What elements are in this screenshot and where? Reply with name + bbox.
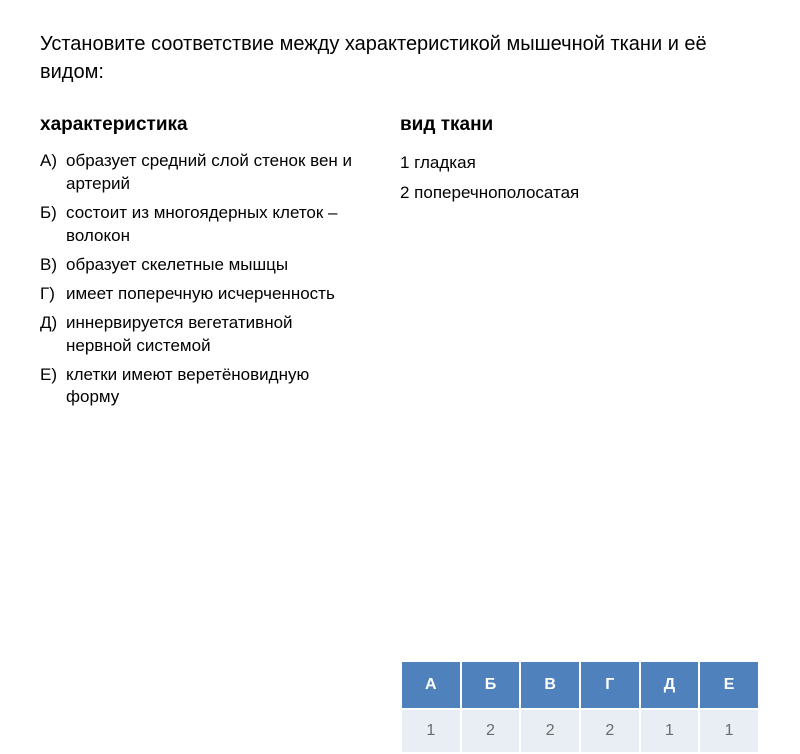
char-label: Е) [40, 364, 66, 410]
char-item: Г) имеет поперечную исчерченность [40, 283, 360, 306]
task-title: Установите соответствие между характерис… [40, 30, 760, 86]
answer-header-cell: Е [699, 661, 759, 709]
answer-header-cell: В [520, 661, 580, 709]
char-item: В) образует скелетные мышцы [40, 254, 360, 277]
char-item: Б) состоит из многоядерных клеток –волок… [40, 202, 360, 248]
columns-container: характеристика А) образует средний слой … [40, 114, 760, 494]
answer-value-cell: 1 [699, 709, 759, 753]
characteristics-column: характеристика А) образует средний слой … [40, 114, 360, 494]
char-text: клетки имеют веретёновидную форму [66, 364, 360, 410]
char-label: Д) [40, 312, 66, 358]
char-label: Г) [40, 283, 66, 306]
char-text: образует скелетные мышцы [66, 254, 360, 277]
answer-table: А Б В Г Д Е 1 2 2 2 1 1 [400, 660, 760, 754]
char-label: В) [40, 254, 66, 277]
char-item: А) образует средний слой стенок вен и ар… [40, 150, 360, 196]
char-label: Б) [40, 202, 66, 248]
answer-value-cell: 1 [640, 709, 700, 753]
tissue-header: вид ткани [400, 114, 760, 136]
char-label: А) [40, 150, 66, 196]
answer-header-row: А Б В Г Д Е [401, 661, 759, 709]
answer-value-cell: 2 [520, 709, 580, 753]
answer-header-cell: Б [461, 661, 521, 709]
char-text: образует средний слой стенок вен и артер… [66, 150, 360, 196]
tissue-option: 2 поперечнополосатая [400, 180, 760, 206]
char-text: иннервируется вегетативной нервной систе… [66, 312, 360, 358]
answer-header-cell: Г [580, 661, 640, 709]
answer-header-cell: Д [640, 661, 700, 709]
characteristics-header: характеристика [40, 114, 360, 136]
answer-value-cell: 2 [580, 709, 640, 753]
answer-value-row: 1 2 2 2 1 1 [401, 709, 759, 753]
char-text: имеет поперечную исчерченность [66, 283, 360, 306]
char-item: Е) клетки имеют веретёновидную форму [40, 364, 360, 410]
char-text: состоит из многоядерных клеток –волокон [66, 202, 360, 248]
answer-value-cell: 2 [461, 709, 521, 753]
tissue-type-column: вид ткани 1 гладкая 2 поперечнополосатая… [400, 114, 760, 494]
answer-header-cell: А [401, 661, 461, 709]
answer-value-cell: 1 [401, 709, 461, 753]
tissue-option: 1 гладкая [400, 150, 760, 176]
char-item: Д) иннервируется вегетативной нервной си… [40, 312, 360, 358]
